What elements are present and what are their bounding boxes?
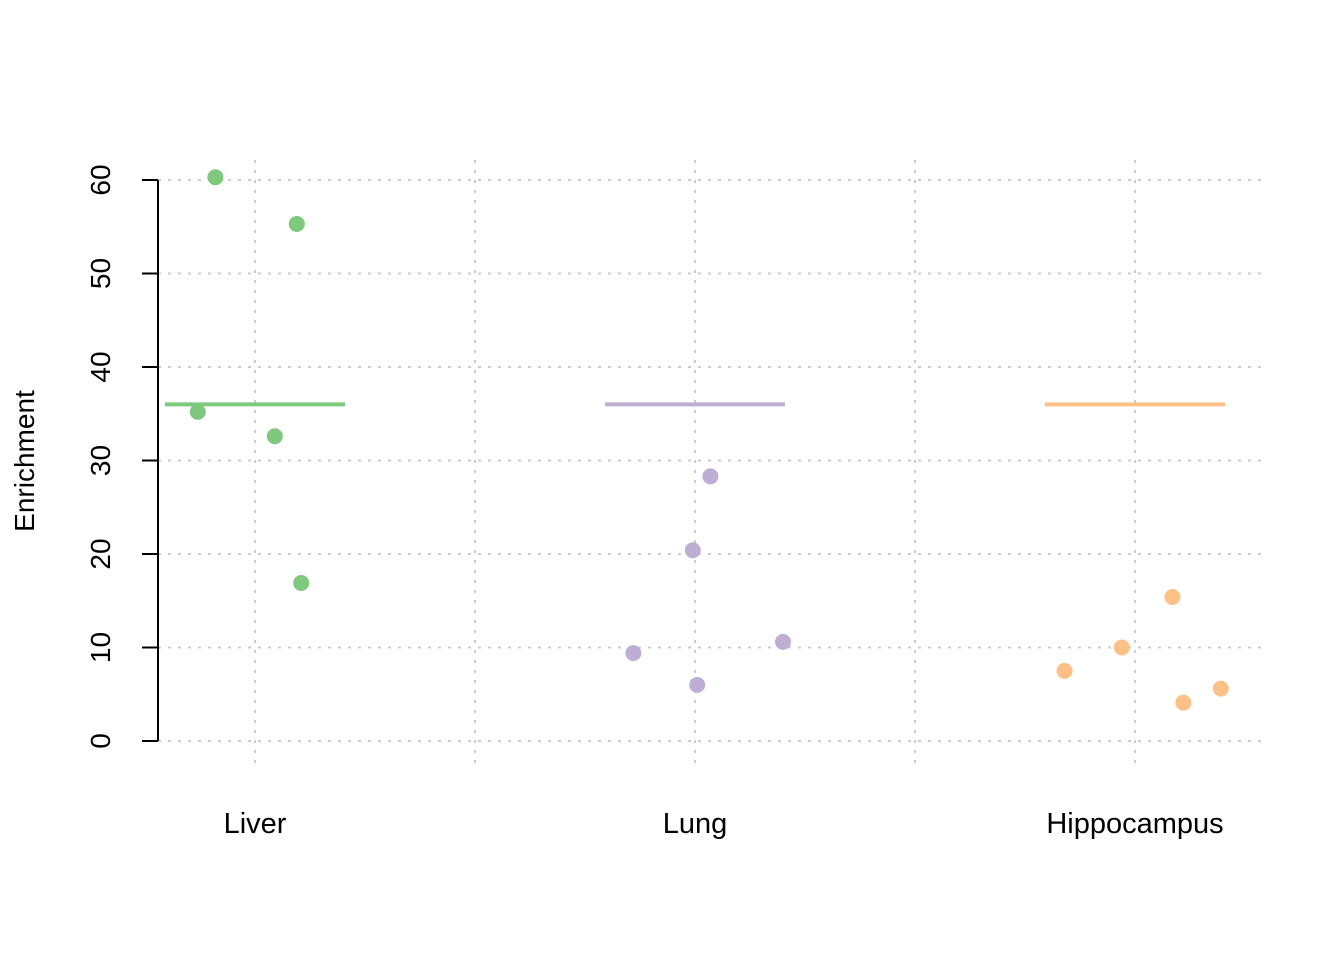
- data-point-hippocampus: [1212, 680, 1229, 697]
- data-point-liver: [293, 574, 310, 591]
- data-point-lung: [689, 676, 706, 693]
- category-label-liver: Liver: [224, 808, 287, 840]
- y-tick-label: 40: [85, 351, 116, 382]
- data-point-lung: [775, 633, 791, 650]
- data-point-lung: [684, 542, 701, 559]
- y-tick-label: 30: [85, 445, 116, 476]
- grid-layer: [158, 160, 1264, 765]
- y-tick-label: 50: [85, 258, 116, 289]
- y-tick-label: 60: [85, 164, 116, 195]
- data-points: [189, 169, 1229, 711]
- data-point-liver: [266, 428, 283, 445]
- y-tick-label: 20: [85, 538, 116, 569]
- data-point-liver: [189, 403, 206, 420]
- category-label-hippocampus: Hippocampus: [1046, 808, 1223, 840]
- category-label-lung: Lung: [663, 808, 728, 840]
- data-point-hippocampus: [1113, 639, 1130, 656]
- y-axis-title: Enrichment: [9, 390, 40, 532]
- data-point-hippocampus: [1175, 694, 1192, 711]
- data-point-lung: [702, 468, 719, 485]
- data-point-hippocampus: [1164, 589, 1181, 606]
- y-axis: 0 10 20 30 40 50 60: [85, 164, 159, 749]
- data-point-lung: [625, 645, 642, 662]
- y-tick-label: 10: [85, 632, 116, 663]
- category-labels: Liver Lung Hippocampus: [224, 808, 1224, 840]
- y-tick-label: 0: [85, 733, 116, 749]
- data-point-liver: [288, 215, 305, 232]
- data-point-hippocampus: [1056, 662, 1073, 679]
- data-point-liver: [207, 169, 224, 186]
